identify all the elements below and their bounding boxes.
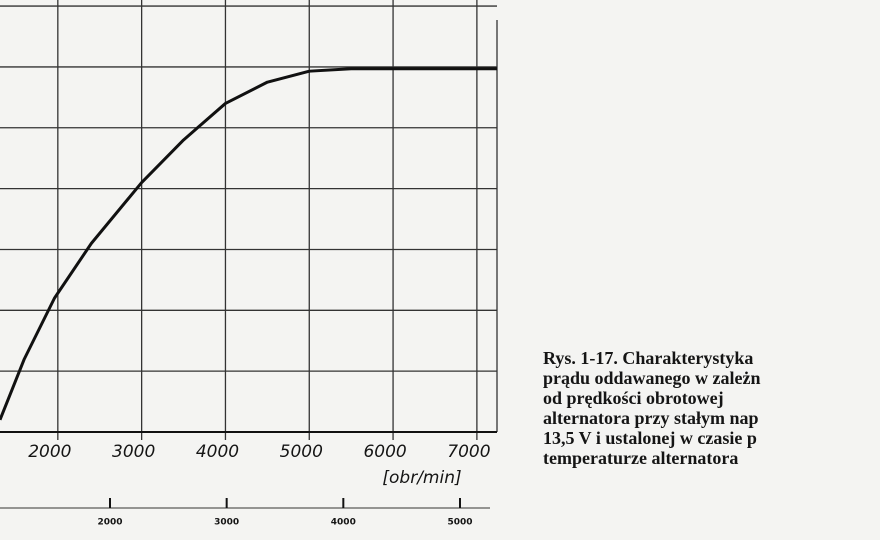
x-axis-label: [obr/min]	[382, 468, 461, 488]
x2-tick-label: 3000	[214, 518, 239, 528]
x2-tick-label: 5000	[447, 518, 472, 528]
caption-line: od prędkości obrotowej	[543, 388, 724, 408]
x2-tick-label: 4000	[331, 518, 356, 528]
x-tick-label: 2000	[28, 442, 71, 462]
caption-line: 13,5 V i ustalonej w czasie p	[543, 428, 757, 448]
caption-line: prądu oddawanego w zależn	[543, 368, 761, 388]
caption-line: Rys. 1-17. Charakterystyka	[543, 348, 753, 368]
x-tick-label: 5000	[280, 442, 323, 462]
x-tick-label: 4000	[196, 442, 239, 462]
x2-tick-label: 2000	[97, 518, 122, 528]
x-tick-label: 6000	[363, 442, 406, 462]
x-tick-label: 7000	[447, 442, 490, 462]
line	[0, 67, 497, 421]
caption-line: alternatora przy stałym nap	[543, 408, 758, 428]
x-tick-label: 3000	[112, 442, 155, 462]
caption-line: temperaturze alternatora	[543, 448, 738, 468]
